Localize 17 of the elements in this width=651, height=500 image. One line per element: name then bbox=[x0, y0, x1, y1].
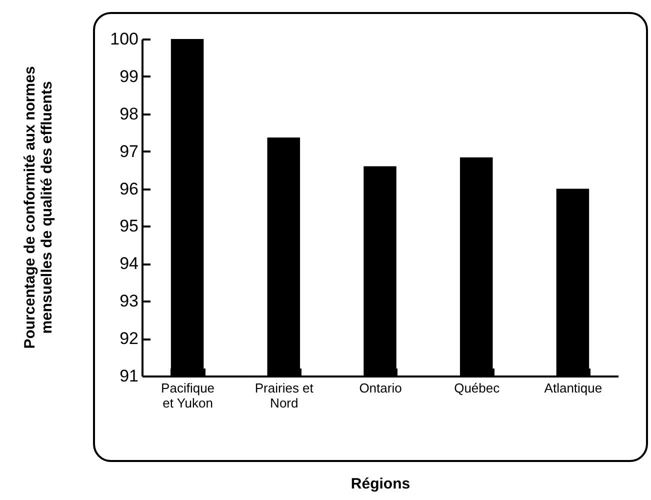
x-tick-label: Pacifique et Yukon bbox=[161, 380, 215, 410]
y-tick-label: 93 bbox=[120, 292, 138, 311]
x-tick-label: Ontario bbox=[359, 380, 402, 396]
y-tick-label: 94 bbox=[120, 254, 138, 274]
x-tick-label: Prairies et Nord bbox=[254, 380, 314, 410]
x-tick-label: Atlantique bbox=[544, 380, 602, 396]
y-tick-label: 95 bbox=[120, 216, 138, 236]
y-tick-label: 91 bbox=[120, 366, 138, 386]
y-tick-label: 92 bbox=[120, 329, 138, 348]
y-tick-label: 98 bbox=[120, 104, 138, 124]
y-tick-label: 96 bbox=[120, 179, 138, 198]
y-tick-label: 97 bbox=[120, 142, 138, 161]
y-tick-label: 100 bbox=[110, 30, 138, 48]
x-axis-title: Régions bbox=[350, 476, 410, 492]
x-tick-label: Québec bbox=[454, 380, 500, 396]
y-tick-label: 99 bbox=[120, 66, 138, 86]
y-axis-title: Pourcentage de conformité aux normes mensuelles de qualité des effluents bbox=[22, 66, 56, 349]
